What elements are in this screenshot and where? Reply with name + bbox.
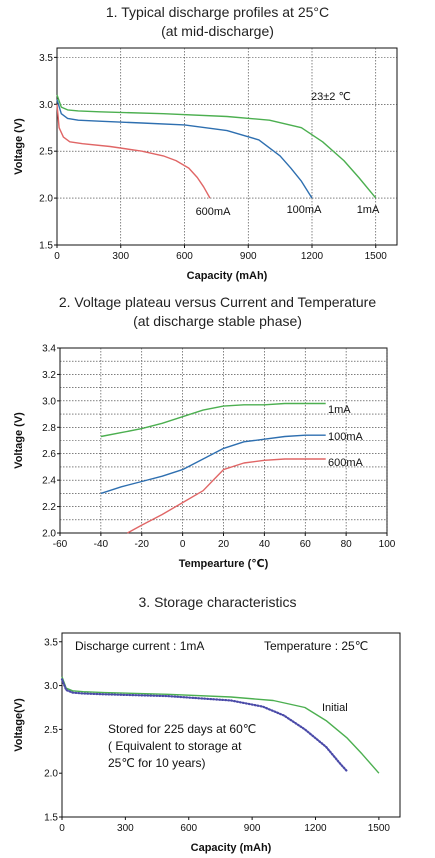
x-tick-label: -40: [94, 539, 109, 550]
x-tick-label: 1200: [304, 823, 327, 834]
x-tick-label: 20: [218, 539, 230, 550]
series-line-initial: [61, 676, 380, 774]
y-tick-label: 3.0: [44, 681, 58, 692]
chart-subtitle: (at discharge stable phase): [133, 313, 302, 329]
series-label: 600mA: [196, 206, 232, 218]
y-axis-label: Voltage(V): [13, 698, 25, 752]
temperature-note: Temperature : 25℃: [264, 639, 368, 653]
storage-characteristics-chart: 0 300 600 900 1200 1500 1.5 2.0 2.5 3.0 3.5 Capacit…: [13, 632, 401, 854]
voltage-plateau-chart: -60 -40 -20 0 20 40 60 80 100 2.0 2.2 2.4 2.6 2.8 3.0 3…: [13, 344, 396, 571]
x-tick-label: 0: [54, 251, 60, 262]
storage-note-line1: Stored for 225 days at 60℃: [108, 722, 256, 736]
storage-note-line2: ( Equivalent to storage at: [108, 739, 242, 753]
y-tick-label: 2.0: [44, 769, 58, 780]
series-line-1ma: [100, 402, 326, 438]
voltage-plateau-panel: 2. Voltage plateau versus Current and Te…: [0, 288, 435, 578]
chart-title: 2. Voltage plateau versus Current and Te…: [58, 294, 377, 310]
chart-title: 3. Storage characteristics: [138, 594, 297, 610]
x-tick-label: 1500: [368, 823, 391, 834]
series-line-100ma: [100, 434, 326, 495]
x-tick-label: 1200: [301, 251, 324, 262]
discharge-current-note: Discharge current : 1mA: [75, 639, 204, 653]
x-tick-label: 60: [300, 539, 312, 550]
y-tick-label: 2.5: [39, 147, 53, 158]
y-tick-label: 2.5: [44, 725, 58, 736]
discharge-profiles-chart: 0 300 600 900 1200 1500 1.5 2.0 2.5 3.0 3.5 Capacit…: [13, 47, 398, 282]
x-tick-label: 300: [117, 823, 134, 834]
chart-subtitle: (at mid-discharge): [161, 23, 274, 39]
storage-characteristics-panel: 3. Storage characteristics 0 300 600 900 120…: [0, 588, 435, 858]
x-tick-label: -60: [53, 539, 68, 550]
series-label: 600mA: [328, 457, 364, 469]
y-tick-label: 2.0: [39, 194, 53, 205]
temperature-note: 23±2 ℃: [311, 91, 351, 103]
storage-note-line3: 25℃ for 10 years): [108, 756, 206, 770]
series-label: 100mA: [328, 431, 364, 443]
y-tick-label: 2.6: [42, 449, 56, 460]
x-tick-label: 1500: [365, 251, 388, 262]
y-tick-label: 1.5: [44, 813, 58, 824]
x-axis-label: Capacity (mAh): [191, 842, 272, 854]
series-label: Initial: [322, 702, 348, 714]
x-axis-label: Tempearture (℃): [179, 558, 269, 570]
x-tick-label: 80: [341, 539, 353, 550]
y-tick-label: 2.0: [42, 529, 56, 540]
y-tick-label: 3.4: [42, 344, 56, 355]
series-label: 1mA: [328, 404, 351, 416]
y-tick-label: 3.0: [39, 100, 53, 111]
series-label: 100mA: [287, 204, 323, 216]
chart-title: 1. Typical discharge profiles at 25°C: [105, 4, 330, 20]
y-tick-label: 2.2: [42, 502, 56, 513]
series-line-600ma: [127, 458, 326, 534]
y-tick-label: 2.8: [42, 423, 56, 434]
y-tick-label: 3.5: [39, 53, 53, 64]
x-tick-label: 600: [180, 823, 197, 834]
x-tick-label: -20: [135, 539, 150, 550]
x-tick-label: 900: [240, 251, 257, 262]
y-axis-label: Voltage (V): [13, 118, 25, 175]
y-tick-label: 3.2: [42, 370, 56, 381]
series-label: 1mA: [357, 204, 380, 216]
y-tick-label: 3.5: [44, 637, 58, 648]
x-tick-label: 600: [176, 251, 193, 262]
y-tick-label: 1.5: [39, 241, 53, 252]
y-tick-label: 2.4: [42, 476, 56, 487]
x-axis-label: Capacity (mAh): [187, 270, 268, 282]
discharge-profiles-panel: 1. Typical discharge profiles at 25°C (a…: [0, 0, 435, 285]
plot-frame: [56, 47, 398, 246]
x-tick-label: 300: [112, 251, 129, 262]
series-line-100ma: [56, 99, 313, 199]
x-tick-label: 40: [259, 539, 271, 550]
y-tick-label: 3.0: [42, 396, 56, 407]
x-tick-label: 0: [180, 539, 186, 550]
x-tick-label: 100: [379, 539, 396, 550]
series-line-600ma: [56, 104, 211, 199]
x-tick-label: 0: [59, 823, 65, 834]
x-tick-label: 900: [244, 823, 261, 834]
series-line-stored: [60, 678, 349, 773]
plot-frame: [61, 632, 401, 818]
y-axis-label: Voltage (V): [13, 412, 25, 469]
series-line-1ma: [56, 94, 377, 199]
